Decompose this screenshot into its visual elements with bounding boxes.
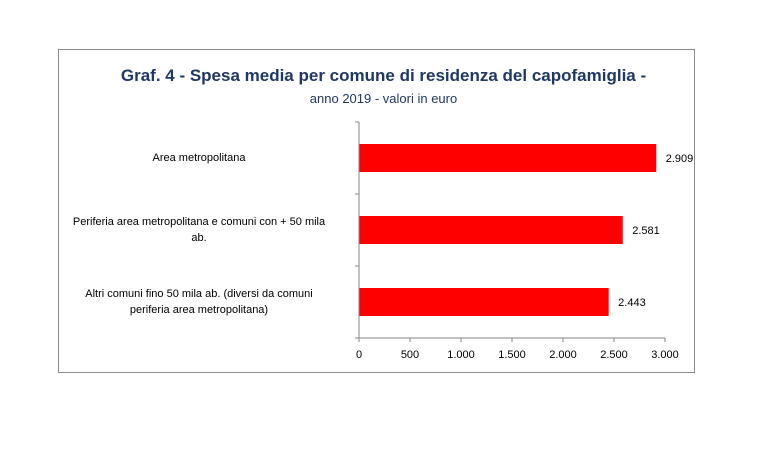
chart-frame xyxy=(58,49,695,373)
category-label-line: periferia area metropolitana) xyxy=(129,304,269,316)
bar xyxy=(359,288,609,316)
x-tick-label: 1.000 xyxy=(447,349,475,361)
chart-subtitle: anno 2019 - valori in euro xyxy=(309,91,458,106)
x-tick-label: 500 xyxy=(401,349,419,361)
x-tick-label: 0 xyxy=(356,349,362,361)
x-tick-label: 2.000 xyxy=(549,349,577,361)
data-label: 2.909 xyxy=(666,153,694,165)
category-label-line: ab. xyxy=(191,232,207,244)
bar xyxy=(359,144,657,172)
x-tick-label: 3.000 xyxy=(651,349,679,361)
data-label: 2.443 xyxy=(618,297,646,309)
category-label-line: Periferia area metropolitana e comuni co… xyxy=(72,216,326,228)
bar xyxy=(359,216,623,244)
category-label: Periferia area metropolitana e comuni co… xyxy=(49,214,349,246)
x-tick-label: 1.500 xyxy=(498,349,526,361)
chart-title: Graf. 4 - Spesa media per comune di resi… xyxy=(120,66,647,85)
category-label-line: Area metropolitana xyxy=(152,152,246,164)
category-label: Area metropolitana xyxy=(49,150,349,166)
x-tick-label: 2.500 xyxy=(600,349,628,361)
data-label: 2.581 xyxy=(632,225,660,237)
category-label: Altri comuni fino 50 mila ab. (diversi d… xyxy=(49,286,349,318)
category-label-line: Altri comuni fino 50 mila ab. (diversi d… xyxy=(85,288,313,300)
